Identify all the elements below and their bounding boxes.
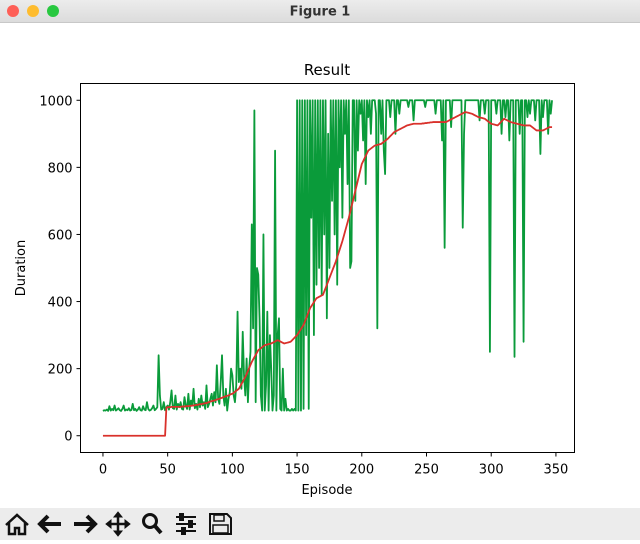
x-tick-label: 300: [479, 463, 504, 478]
x-tick-label: 200: [349, 463, 374, 478]
y-tick-label: 200: [48, 363, 73, 378]
x-tick-label: 350: [544, 463, 569, 478]
zoom-button[interactable]: [47, 5, 59, 17]
back-button[interactable]: [37, 514, 61, 534]
configure-button[interactable]: [176, 513, 196, 535]
x-axis-label: Episode: [301, 483, 352, 498]
y-tick-label: 1000: [39, 94, 72, 109]
y-tick-label: 600: [48, 228, 73, 243]
x-tick-label: 250: [414, 463, 439, 478]
window-title: Figure 1: [290, 5, 351, 20]
y-tick-label: 800: [48, 161, 73, 176]
x-tick-label: 50: [159, 463, 176, 478]
data-line: [102, 111, 553, 437]
y-tick-label: 400: [48, 296, 73, 311]
close-button[interactable]: [7, 5, 19, 17]
forward-button[interactable]: [74, 514, 98, 534]
x-tick-label: 100: [220, 463, 245, 478]
x-tick-label: 150: [285, 463, 310, 478]
pan-button[interactable]: [105, 511, 131, 537]
minimize-button[interactable]: [27, 5, 39, 17]
toolbar-icons: [5, 511, 232, 537]
y-tick-label: 0: [64, 430, 72, 445]
chart-title: Result: [304, 61, 350, 79]
x-tick-label: 0: [99, 463, 107, 478]
save-button[interactable]: [209, 513, 232, 535]
zoom-tool-button[interactable]: [142, 513, 163, 535]
data-line: [102, 99, 553, 412]
title-bar: [0, 0, 640, 22]
plot-frame: [80, 83, 575, 453]
home-button[interactable]: [5, 513, 29, 536]
y-axis-label: Duration: [14, 240, 29, 296]
